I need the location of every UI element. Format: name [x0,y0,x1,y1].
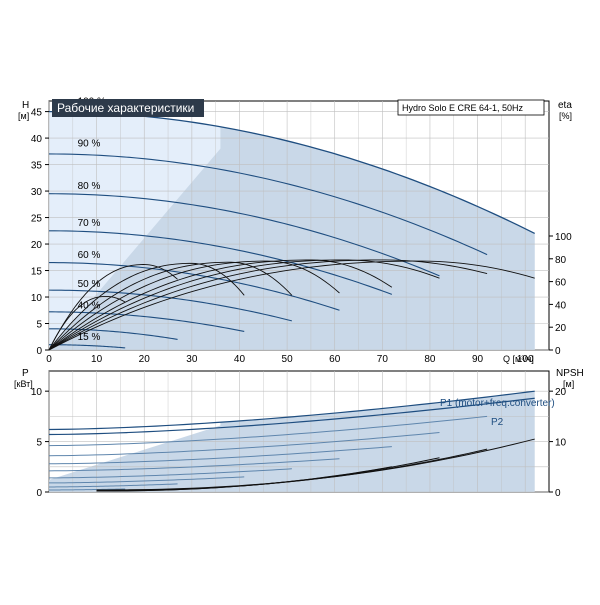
x-tick-label: 100 [517,354,534,365]
efficiency-curve [48,264,178,351]
efficiency-curve [48,260,340,351]
chart-title: Рабочие характеристики [57,101,194,115]
x-tick-label: 40 [234,354,246,365]
y2-axis-label: eta [558,100,572,111]
title-badge [52,99,204,117]
head-curve [48,230,393,295]
y2-tick-label: 60 [555,278,567,289]
speed-label: 40 % [78,300,101,311]
y2-tick-label: 40 [555,300,567,311]
power-curve [48,468,292,479]
npsh-axis-unit: [м] [563,379,574,389]
efficiency-curve [48,295,126,351]
efficiency-curve [48,262,245,351]
y-tick-label: 0 [36,346,42,357]
model-box [397,99,545,116]
speed-label: 80 % [78,181,101,192]
efficiency-curve [48,259,488,351]
y2-tick-label: 0 [555,346,561,357]
efficiency-curve [48,261,293,351]
x-tick-label: 70 [377,354,389,365]
p-tick-label: 10 [31,387,43,398]
power-curve [48,432,440,457]
power-curve [48,390,535,431]
x-tick-label: 90 [472,354,484,365]
power-curve [49,488,126,491]
y-axis-label: H [22,100,29,111]
npsh-tick-label: 20 [555,387,567,398]
operating-range-dark [49,126,535,351]
speed-label: 70 % [78,218,101,229]
y-tick-label: 15 [31,267,43,278]
npsh-axis-label: NPSH [556,368,584,379]
y2-tick-label: 100 [555,232,572,243]
model-label: Hydro Solo E CRE 64-1, 50Hz [402,103,524,113]
power-curve [48,446,392,465]
head-curve [48,193,440,277]
p-axis-unit: [кВт] [14,379,33,389]
p-axis-label: P [22,368,29,379]
speed-label: 60 % [78,250,101,261]
x-tick-label: 0 [46,354,52,365]
efficiency-curve [48,259,440,351]
p1-series-label: P1 (motor+freq.converter) [440,398,555,409]
x-tick-label: 60 [329,354,341,365]
y-tick-label: 30 [31,187,43,198]
power-curve [48,415,488,447]
x-tick-label: 30 [186,354,198,365]
y-tick-label: 35 [31,161,43,172]
y2-tick-label: 80 [555,255,567,266]
x-tick-label: 50 [282,354,294,365]
efficiency-curve [48,260,535,351]
npsh-tick-label: 10 [555,438,567,449]
p2-series-label: P2 [491,417,504,428]
power-curve [48,483,178,488]
speed-label: 15 % [78,332,101,343]
head-curve [48,289,292,322]
y-tick-label: 40 [31,134,43,145]
npsh-curve [96,466,392,492]
power-curve [48,397,535,436]
head-curve [49,344,126,349]
efficiency-curve [48,259,393,351]
speed-label: 50 % [78,279,101,290]
head-curve [48,153,488,256]
p-tick-label: 0 [36,488,42,499]
x-tick-label: 80 [424,354,436,365]
x-tick-label: 20 [139,354,151,365]
y-axis-unit: [м] [18,111,29,121]
power-curve [48,458,340,472]
npsh-tick-label: 0 [555,488,561,499]
y2-axis-unit: [%] [559,111,572,121]
x-tick-label: 10 [91,354,103,365]
y-tick-label: 25 [31,214,43,225]
y-tick-label: 20 [31,240,43,251]
power-curve [48,476,245,484]
x-axis-unit: Q [м³/ч] [503,354,534,364]
y2-tick-label: 20 [555,323,567,334]
speed-label: 90 % [78,139,101,150]
y-tick-label: 10 [31,293,43,304]
head-curve [48,262,340,311]
y-tick-label: 45 [31,108,43,119]
y-tick-label: 5 [36,320,42,331]
p-tick-label: 5 [36,438,42,449]
